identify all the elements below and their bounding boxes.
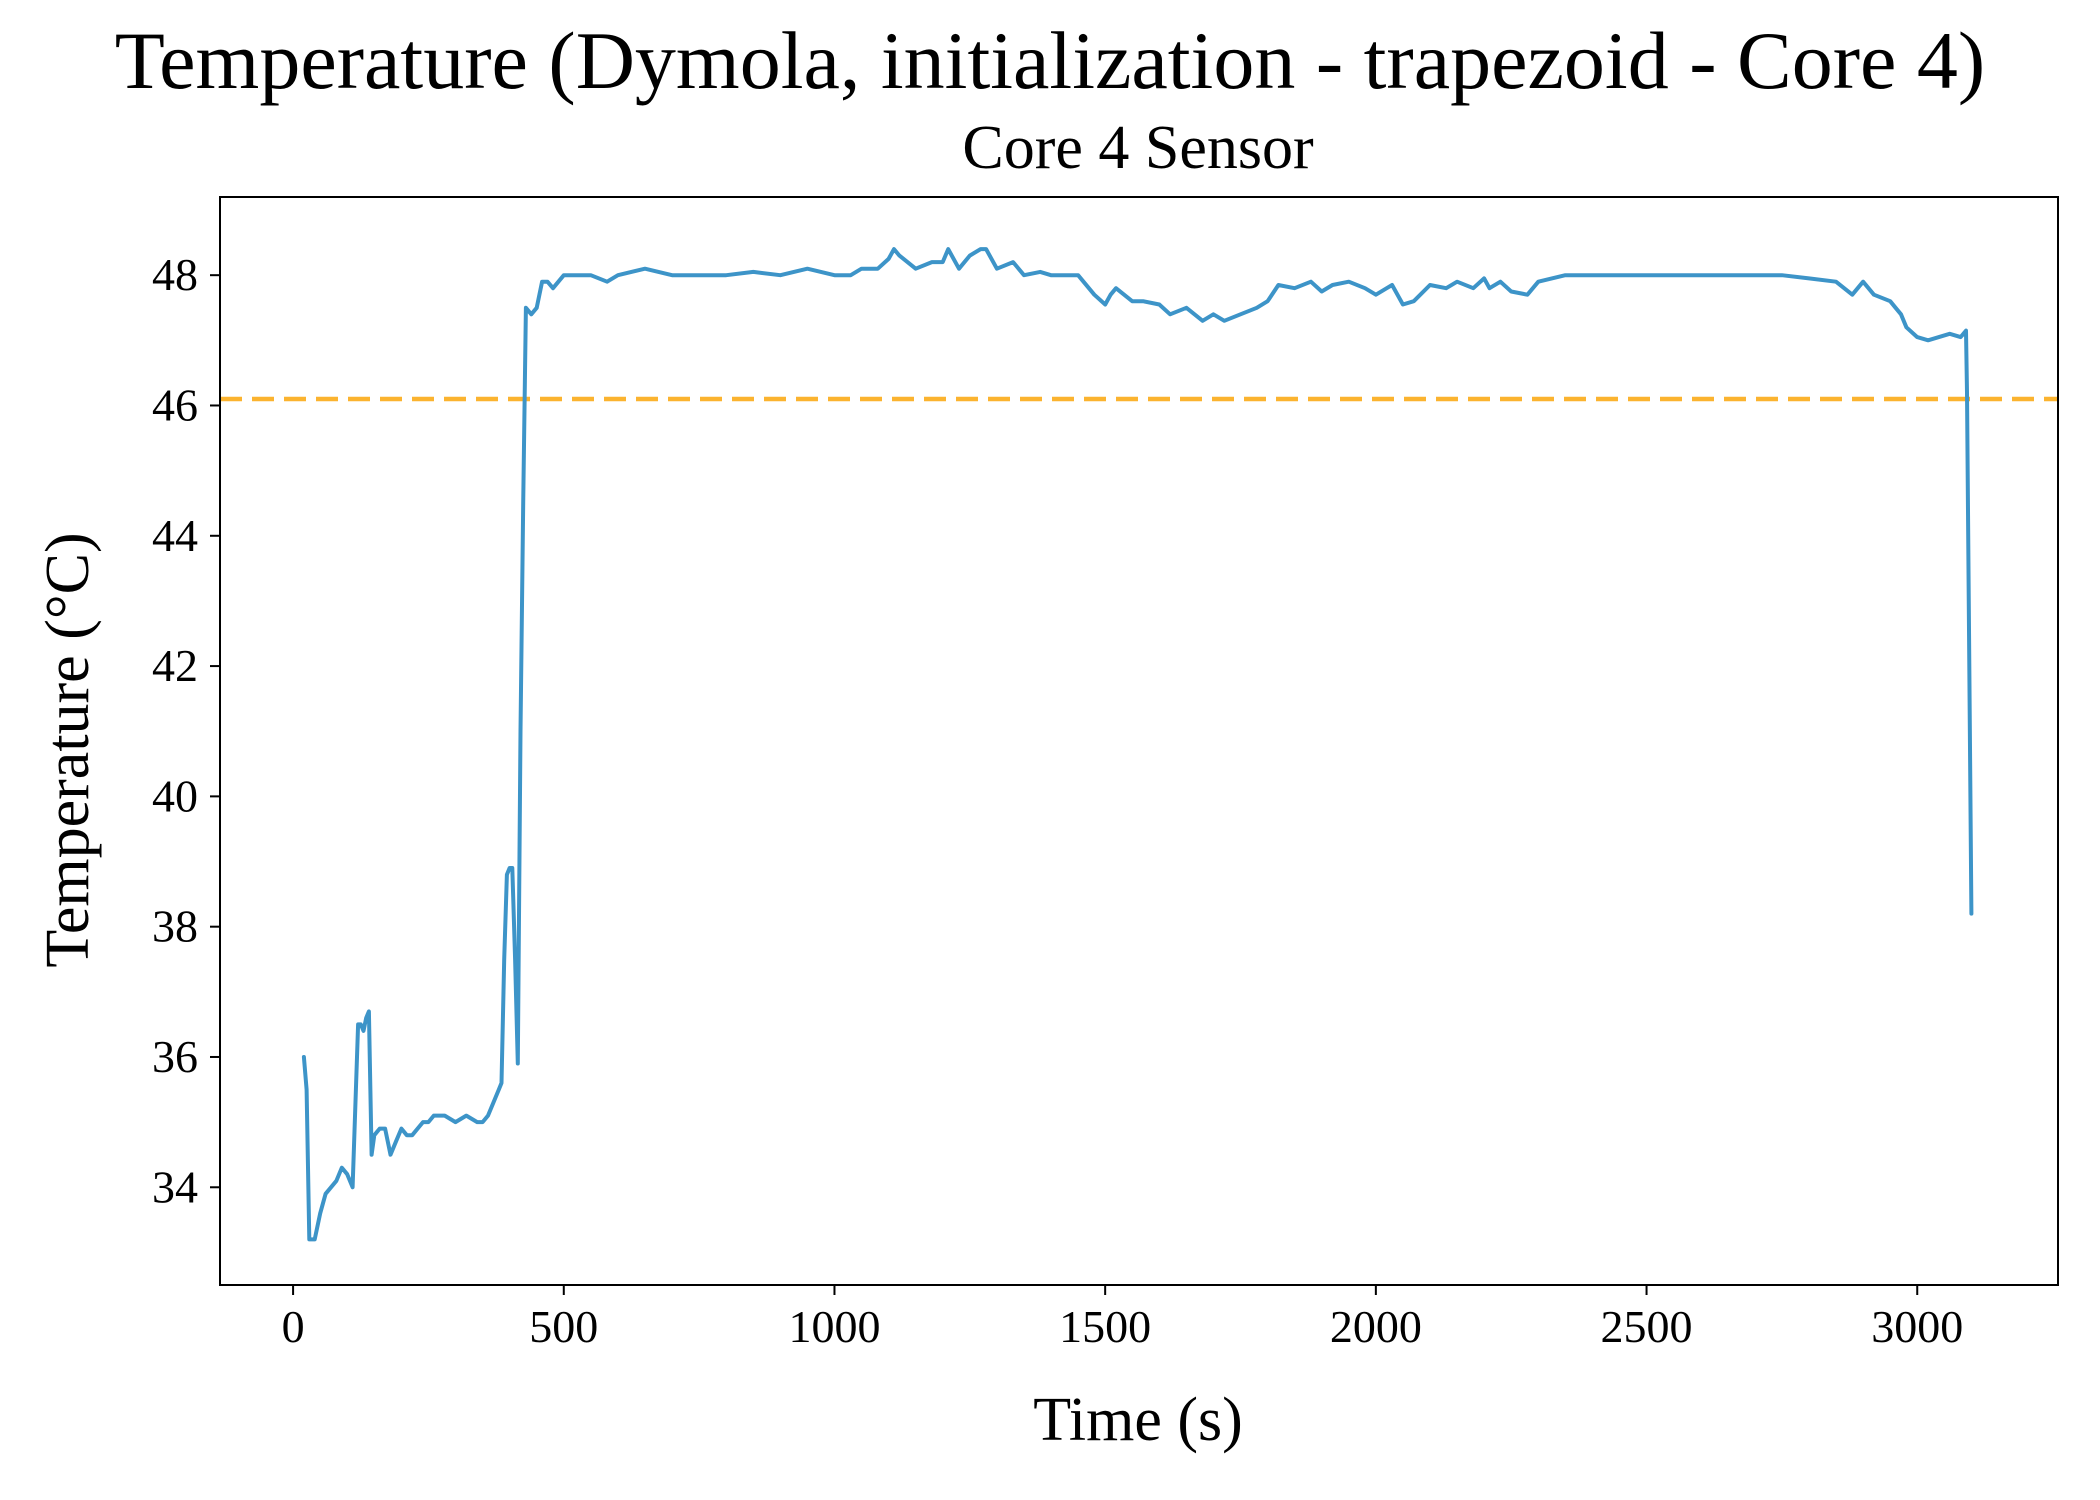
plot-frame — [219, 196, 2059, 1286]
x-tick-label: 2500 — [1601, 1301, 1693, 1352]
x-tick-label: 1500 — [1059, 1301, 1151, 1352]
y-tick-label: 48 — [152, 249, 198, 300]
y-axis-label: Temperature (°C) — [34, 532, 102, 967]
x-tick-label: 500 — [529, 1301, 598, 1352]
x-tick-label: 1000 — [788, 1301, 880, 1352]
series-line-0 — [301, 247, 1974, 1242]
x-tick-label: 3000 — [1871, 1301, 1963, 1352]
y-tick-label: 34 — [152, 1161, 198, 1212]
chart-subtitle: Core 4 Sensor — [962, 114, 1314, 182]
y-tick-label: 40 — [152, 770, 198, 821]
y-tick-label: 38 — [152, 901, 198, 952]
chart-title: Temperature (Dymola, initialization - tr… — [115, 15, 1985, 106]
y-tick-label: 42 — [152, 640, 198, 691]
x-tick-label: 0 — [282, 1301, 305, 1352]
x-axis-label: Time (s) — [1033, 1386, 1243, 1454]
y-tick-label: 44 — [152, 510, 198, 561]
y-tick-label: 46 — [152, 379, 198, 430]
plot-area: 0 500 1000 1500 2000 2500 3000 34 36 38 40 42 44 46 48 — [152, 196, 2059, 1352]
x-tick-label: 2000 — [1330, 1301, 1422, 1352]
y-tick-label: 36 — [152, 1031, 198, 1082]
